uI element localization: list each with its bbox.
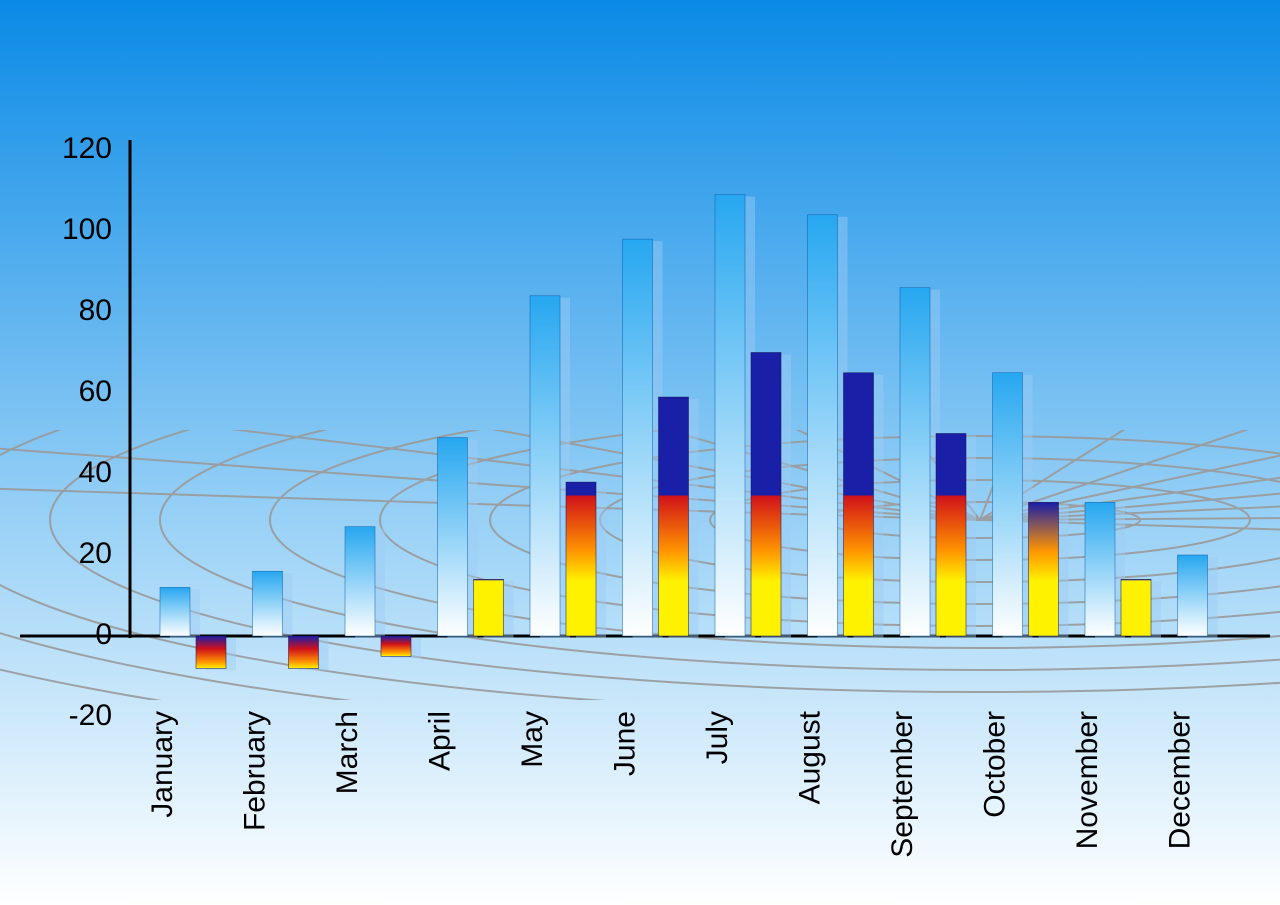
monthly-bar-chart: -20 0 20 40 60 80 100 120 January February March Ap…: [0, 0, 1280, 905]
bar-series-b: [1029, 502, 1059, 636]
bar-series-b: [844, 373, 874, 636]
chart-container: -20 0 20 40 60 80 100 120 January February March Ap…: [0, 0, 1280, 905]
bar-series-a: [438, 438, 468, 636]
y-tick-label: 100: [62, 213, 112, 246]
bar-series-a: [1178, 555, 1208, 636]
bar-series-a: [253, 571, 283, 636]
x-tick-label: February: [238, 711, 271, 831]
bar-series-a: [160, 587, 190, 636]
bar-series-a: [345, 527, 375, 636]
x-tick-label: December: [1163, 711, 1196, 849]
bar-series-b: [289, 636, 319, 668]
bar-series-a: [623, 239, 653, 636]
x-tick-label: July: [701, 711, 734, 764]
x-tick-label: May: [516, 711, 549, 768]
y-tick-label: -20: [69, 699, 112, 732]
x-tick-label: August: [793, 710, 826, 804]
x-tick-label: June: [608, 711, 641, 776]
bar-series-a: [993, 373, 1023, 636]
y-tick-label: 20: [79, 537, 112, 570]
y-tick-label: 80: [79, 294, 112, 327]
x-tick-label: April: [423, 711, 456, 771]
bar-series-b: [751, 353, 781, 637]
bar-series-b: [1121, 579, 1151, 636]
y-tick-label: 40: [79, 456, 112, 489]
bar-series-a: [715, 195, 745, 636]
bar-series-b: [196, 636, 226, 668]
x-tick-label: November: [1071, 711, 1104, 849]
bar-series-b: [566, 482, 596, 636]
x-tick-label: March: [331, 711, 364, 794]
bar-series-b: [659, 397, 689, 636]
y-tick-label: 120: [62, 132, 112, 165]
y-tick-label: 60: [79, 375, 112, 408]
bar-series-a: [900, 288, 930, 636]
bar-series-b: [381, 636, 411, 656]
bar-series-a: [530, 296, 560, 636]
y-tick-label: 0: [95, 618, 112, 651]
bar-series-b: [936, 434, 966, 637]
x-tick-label: January: [146, 711, 179, 818]
bar-series-a: [1085, 502, 1115, 636]
bar-series-b: [474, 579, 504, 636]
x-tick-label: October: [978, 711, 1011, 818]
bar-series-a: [808, 215, 838, 636]
x-tick-label: September: [886, 711, 919, 858]
